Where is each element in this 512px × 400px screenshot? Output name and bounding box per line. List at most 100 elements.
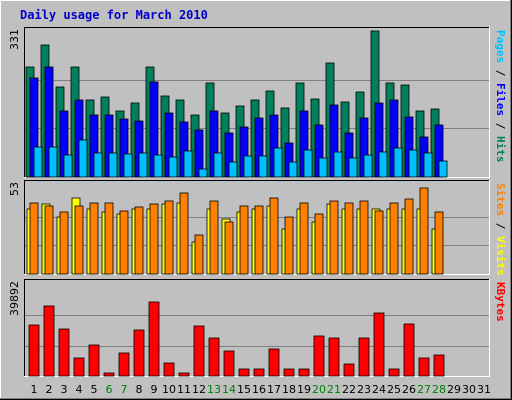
panel-visits_sites: 53 Sites / Visits (8, 180, 507, 276)
bar-sites-day-21 (329, 200, 339, 275)
bar-sites-day-5 (89, 202, 99, 275)
panel-hits_files_pages: 331 Pages / Files / Hits (8, 27, 507, 178)
legend-part: Files (494, 83, 507, 116)
bar-sites-day-9 (149, 203, 159, 275)
y-axis-legend: Sites / Visits (494, 183, 507, 276)
legend-part: / (494, 216, 507, 236)
bar-sites-day-14 (224, 221, 234, 275)
bar-pages-day-3 (63, 154, 73, 178)
bar-kbytes-day-25 (388, 368, 400, 377)
x-tick-label-day-15: 15 (237, 383, 251, 396)
bar-kbytes-day-23 (358, 337, 370, 377)
bar-sites-day-17 (269, 197, 279, 275)
bar-sites-day-8 (134, 206, 144, 275)
series-pages (33, 139, 448, 178)
x-tick-label-day-28: 28 (432, 383, 446, 396)
bar-kbytes-day-9 (148, 301, 160, 377)
y-max-label: 331 (8, 29, 21, 50)
bar-pages-day-17 (273, 147, 283, 178)
bar-kbytes-day-27 (418, 357, 430, 377)
x-tick-label-day-17: 17 (267, 383, 281, 396)
bar-sites-day-19 (299, 202, 309, 275)
bar-pages-day-10 (168, 156, 178, 178)
bar-sites-day-23 (359, 200, 369, 275)
bar-sites-day-28 (434, 211, 444, 275)
bar-sites-day-25 (389, 202, 399, 275)
x-tick-label-day-6: 6 (106, 383, 113, 396)
bar-kbytes-day-28 (433, 354, 445, 377)
x-tick-label-day-24: 24 (372, 383, 386, 396)
bar-pages-day-9 (153, 154, 163, 178)
bar-kbytes-day-5 (88, 344, 100, 377)
bar-sites-day-11 (179, 192, 189, 275)
bar-kbytes-day-26 (403, 323, 415, 377)
bar-kbytes-day-18 (283, 368, 295, 377)
x-tick-label-day-8: 8 (136, 383, 143, 396)
bar-sites-day-7 (119, 210, 129, 275)
x-tick-label-day-20: 20 (312, 383, 326, 396)
bar-kbytes-day-17 (268, 348, 280, 377)
bar-kbytes-day-10 (163, 362, 175, 377)
bar-pages-day-16 (258, 155, 268, 178)
bar-kbytes-day-21 (328, 337, 340, 377)
x-tick-label-day-25: 25 (387, 383, 401, 396)
bar-kbytes-day-7 (118, 352, 130, 377)
bar-pages-day-2 (48, 146, 58, 178)
x-tick-label-day-5: 5 (91, 383, 98, 396)
bar-pages-day-19 (303, 149, 313, 178)
bar-sites-day-10 (164, 200, 174, 275)
x-tick-label-day-7: 7 (121, 383, 128, 396)
bar-sites-day-16 (254, 205, 264, 275)
bar-sites-day-18 (284, 216, 294, 275)
bar-pages-day-14 (228, 161, 238, 178)
bar-pages-day-28 (438, 160, 448, 178)
bar-kbytes-day-13 (208, 337, 220, 377)
series-sites (29, 187, 444, 275)
x-tick-label-day-27: 27 (417, 383, 431, 396)
legend-part: Hits (494, 136, 507, 163)
bar-sites-day-24 (374, 210, 384, 275)
x-tick-label-day-21: 21 (327, 383, 341, 396)
bar-kbytes-day-12 (193, 325, 205, 377)
bar-kbytes-day-20 (313, 335, 325, 377)
x-axis-day-labels: 1 2 3 4 5 6 7 8 9 10 11 12 13 14 15 16 17 18 19 20 21 22 23 24 2… (31, 383, 492, 396)
bar-pages-day-24 (378, 151, 388, 178)
bar-kbytes-day-16 (253, 368, 265, 377)
bar-sites-day-12 (194, 234, 204, 275)
bar-pages-day-13 (213, 152, 223, 178)
x-tick-label-day-1: 1 (31, 383, 38, 396)
bar-pages-day-1 (33, 146, 43, 178)
bar-sites-day-3 (59, 211, 69, 275)
x-tick-label-day-16: 16 (252, 383, 266, 396)
x-tick-label-day-29: 29 (447, 383, 461, 396)
bar-kbytes-day-2 (43, 305, 55, 377)
y-axis-legend: Pages / Files / Hits (494, 30, 507, 163)
bar-pages-day-6 (108, 152, 118, 178)
legend-part: Pages (494, 30, 507, 63)
bar-kbytes-day-22 (343, 363, 355, 377)
bar-kbytes-day-3 (58, 328, 70, 377)
chart-title: Daily usage for March 2010 (20, 8, 208, 22)
legend-part: / (494, 116, 507, 136)
bar-kbytes-day-14 (223, 350, 235, 377)
bar-pages-day-15 (243, 155, 253, 178)
x-tick-label-day-18: 18 (282, 383, 296, 396)
x-tick-label-day-19: 19 (297, 383, 311, 396)
bar-sites-day-15 (239, 205, 249, 275)
bar-pages-day-18 (288, 161, 298, 178)
bar-kbytes-day-15 (238, 368, 250, 377)
bar-pages-day-21 (333, 151, 343, 178)
bar-kbytes-day-6 (103, 372, 115, 377)
x-tick-label-day-4: 4 (76, 383, 83, 396)
bar-pages-day-27 (423, 152, 433, 178)
bar-sites-day-4 (74, 205, 84, 275)
bar-sites-day-6 (104, 202, 114, 275)
bar-pages-day-25 (393, 147, 403, 178)
bar-pages-day-11 (183, 150, 193, 178)
y-max-label: 53 (8, 182, 21, 196)
legend-part: / (494, 63, 507, 83)
bar-sites-day-27 (419, 187, 429, 275)
bar-pages-day-8 (138, 152, 148, 178)
legend-part: Sites (494, 183, 507, 216)
bar-kbytes-day-4 (73, 357, 85, 377)
